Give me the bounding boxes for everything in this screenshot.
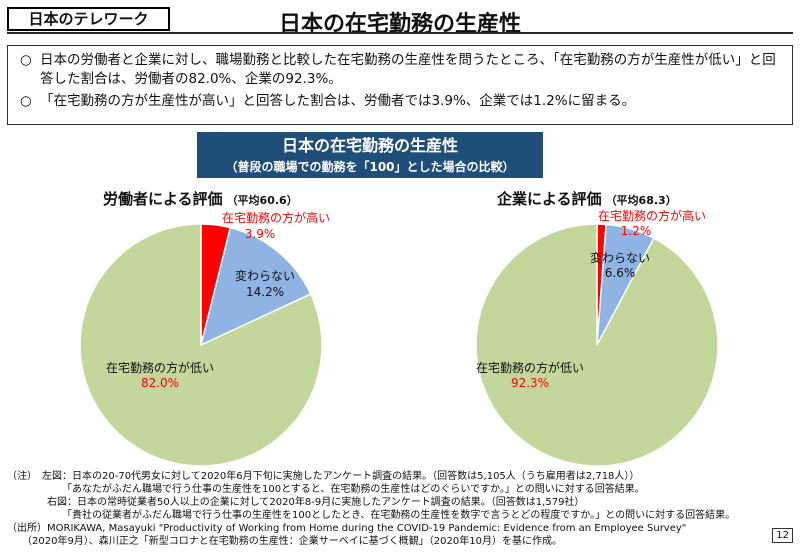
worker-chart-title-text: 労働者による評価	[103, 190, 223, 208]
firm-slice-label-same: 変わらない	[590, 250, 650, 265]
firm-chart-average: （平均68.3）	[605, 194, 677, 207]
banner-title: 日本の在宅勤務の生産性	[281, 136, 458, 155]
bullet-icon: ○	[20, 93, 32, 109]
footnote-line: （2020年9月）、森川正之「新型コロナと在宅勤務の生産性：企業サーベイに基づく…	[7, 536, 562, 547]
page-number: 12	[772, 528, 793, 543]
banner-subtitle: （普段の職場での勤務を「100」とした場合の比較）	[225, 160, 515, 174]
worker-slice-value-same: 14.2%	[246, 285, 284, 299]
footnote-line: 右図：日本の常時従業者50人以上の企業に対して2020年8-9月に実施したアンケ…	[7, 497, 585, 508]
worker-slice-label-higher: 在宅勤務の方が高い	[222, 210, 330, 225]
chart-banner: 日本の在宅勤務の生産性 （普段の職場での勤務を「100」とした場合の比較）	[197, 132, 543, 178]
firm-slice-label-lower: 在宅勤務の方が低い	[476, 360, 584, 375]
firm-slice-label-higher: 在宅勤務の方が高い	[598, 208, 706, 223]
footnote-line: （注） 左図：日本の20-70代男女に対して2020年6月下旬に実施したアンケー…	[7, 471, 640, 482]
worker-slice-value-lower: 82.0%	[141, 376, 179, 390]
title-rule	[7, 32, 793, 34]
footnotes: （注） 左図：日本の20-70代男女に対して2020年6月下旬に実施したアンケー…	[7, 470, 767, 548]
footnote-line: 「あなたがふだん職場で行う仕事の生産性を100とすると、在宅勤務の生産性はどのぐ…	[7, 484, 645, 495]
firm-slice-value-same: 6.6%	[605, 266, 636, 280]
summary-text: 日本の労働者と企業に対し、職場勤務と比較した在宅勤務の生産性を問うたところ、「在…	[40, 52, 776, 87]
firm-pie-slice-lower	[475, 223, 719, 467]
summary-item: ○ 日本の労働者と企業に対し、職場勤務と比較した在宅勤務の生産性を問うたところ、…	[20, 51, 782, 89]
worker-pie-slice-lower	[79, 223, 323, 467]
firm-slice-value-higher: 1.2%	[621, 224, 652, 238]
footnote-line: 「貴社の従業者がふだん職場で行う仕事の生産性を100としたとき、在宅勤務の生産性…	[7, 510, 736, 521]
firm-slice-value-lower: 92.3%	[511, 376, 549, 390]
summary-text: 「在宅勤務の方が生産性が高い」と回答した割合は、労働者では3.9%、企業では1.…	[40, 93, 636, 109]
worker-chart-average: （平均60.6）	[226, 194, 298, 207]
worker-slice-value-higher: 3.9%	[245, 227, 276, 241]
worker-slice-label-same: 変わらない	[235, 268, 295, 283]
bullet-icon: ○	[20, 52, 32, 68]
firm-chart-title: 企業による評価 （平均68.3）	[497, 188, 677, 209]
worker-chart-title: 労働者による評価 （平均60.6）	[103, 188, 298, 209]
firm-chart-title-text: 企業による評価	[497, 190, 602, 208]
summary-box: ○ 日本の労働者と企業に対し、職場勤務と比較した在宅勤務の生産性を問うたところ、…	[7, 45, 793, 125]
worker-pie-slice-same	[199, 226, 312, 347]
worker-slice-label-lower: 在宅勤務の方が低い	[106, 360, 214, 375]
summary-item: ○ 「在宅勤務の方が生産性が高い」と回答した割合は、労働者では3.9%、企業では…	[20, 92, 782, 111]
section-tag: 日本のテレワーク	[7, 7, 170, 31]
footnote-line: （出所）MORIKAWA, Masayuki "Productivity of …	[7, 523, 687, 534]
